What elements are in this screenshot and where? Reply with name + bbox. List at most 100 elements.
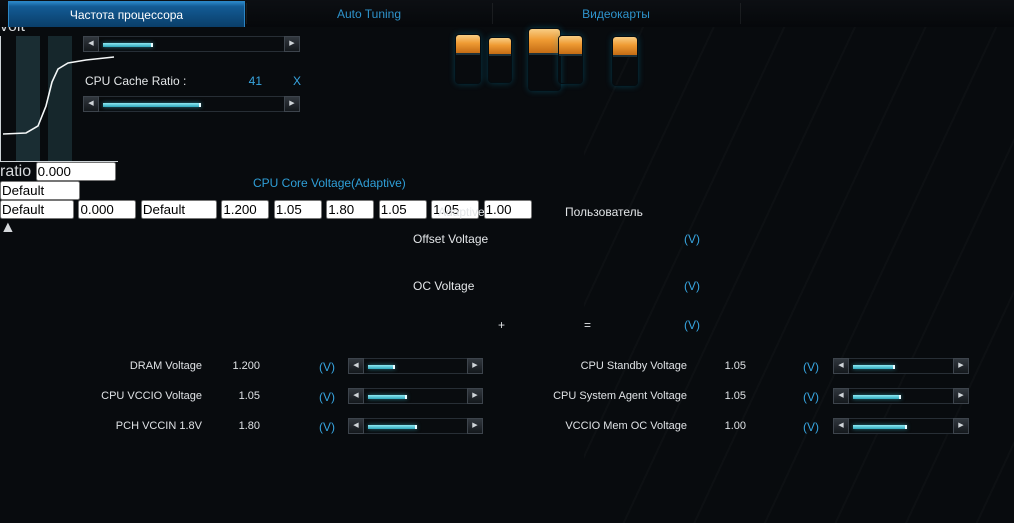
cache-ratio-unit: X	[293, 74, 302, 88]
voltage-current: 1.00	[724, 420, 746, 432]
voltage-current: 1.200	[232, 360, 260, 372]
oc-voltage-unit: (V)	[684, 279, 700, 293]
cpu-ratio-slider: ◀ ▶	[83, 36, 300, 52]
tab-cpu-frequency[interactable]: Частота процессора	[8, 1, 245, 27]
core-battery-icon	[612, 36, 638, 86]
offset-voltage-label: Offset Voltage	[413, 232, 489, 246]
tab-bar: Частота процессора Auto Tuning Видеокарт…	[0, 0, 1014, 27]
voltage-label: VCCIO Mem OC Voltage	[565, 420, 687, 432]
slider-right-arrow-icon[interactable]: ▶	[953, 388, 969, 404]
offset-voltage-input[interactable]	[35, 162, 116, 181]
manual-radio-label: Пользователь	[565, 205, 643, 219]
tab-separator	[246, 3, 247, 24]
formula-unit: (V)	[684, 318, 700, 332]
slider-left-arrow-icon[interactable]: ◀	[833, 418, 849, 434]
adaptive-radio-label: Adaptive	[438, 205, 485, 219]
cache-ratio-label: CPU Cache Ratio :	[85, 74, 187, 88]
voltage-unit: (V)	[803, 390, 819, 404]
core-battery-icon	[455, 34, 481, 84]
background-decor	[584, 0, 1014, 523]
voltage-input[interactable]	[221, 200, 270, 219]
slider-right-arrow-icon[interactable]: ▶	[284, 96, 300, 112]
voltage-label: PCH VCCIN 1.8V	[115, 420, 202, 432]
core-battery-icon	[558, 35, 583, 84]
voltage-ratio-graph	[0, 36, 118, 162]
slider-left-arrow-icon[interactable]: ◀	[833, 358, 849, 374]
slider-right-arrow-icon[interactable]: ▶	[467, 358, 483, 374]
slider-track[interactable]	[364, 418, 467, 434]
voltage-section-title: CPU Core Voltage(Adaptive)	[253, 176, 406, 190]
voltage-current: 1.05	[724, 390, 746, 402]
tab-auto-tuning[interactable]: Auto Tuning	[336, 7, 402, 21]
slider-track[interactable]	[99, 96, 284, 112]
voltage-slider: ◀ ▶	[348, 388, 483, 404]
voltage-current: 1.80	[238, 420, 260, 432]
voltage-unit: (V)	[803, 360, 819, 374]
slider-right-arrow-icon[interactable]: ▶	[467, 388, 483, 404]
voltage-label: DRAM Voltage	[129, 360, 202, 372]
offset-voltage-unit: (V)	[684, 232, 700, 246]
slider-left-arrow-icon[interactable]: ◀	[348, 418, 364, 434]
slider-track[interactable]	[364, 358, 467, 374]
slider-fill	[853, 395, 901, 399]
scroll-up-icon: ▲	[0, 219, 16, 236]
voltage-slider: ◀ ▶	[833, 358, 969, 374]
slider-right-arrow-icon[interactable]: ▶	[284, 36, 300, 52]
slider-fill	[853, 365, 895, 369]
voltage-slider: ◀ ▶	[833, 388, 969, 404]
slider-track[interactable]	[99, 36, 284, 52]
slider-left-arrow-icon[interactable]: ◀	[83, 96, 99, 112]
voltage-unit: (V)	[803, 420, 819, 434]
offset-amount-input[interactable]	[78, 200, 137, 219]
tab-graphics-cards[interactable]: Видеокарты	[582, 7, 650, 21]
oc-voltage-input[interactable]	[0, 181, 80, 200]
slider-fill	[368, 425, 418, 429]
voltage-unit: (V)	[319, 360, 335, 374]
voltage-slider: ◀ ▶	[348, 418, 483, 434]
tab-separator	[740, 3, 741, 24]
slider-fill	[103, 103, 202, 107]
tab-separator	[492, 3, 493, 24]
slider-track[interactable]	[849, 388, 953, 404]
slider-fill	[103, 43, 153, 47]
slider-right-arrow-icon[interactable]: ▶	[467, 418, 483, 434]
voltage-input[interactable]	[483, 200, 532, 219]
core-battery-icon	[488, 37, 512, 83]
voltage-unit: (V)	[319, 420, 335, 434]
slider-left-arrow-icon[interactable]: ◀	[833, 388, 849, 404]
oc-voltage-label: OC Voltage	[413, 279, 475, 293]
slider-left-arrow-icon[interactable]: ◀	[348, 388, 364, 404]
scrollbar-thumb[interactable]	[0, 237, 18, 523]
voltage-label: CPU System Agent Voltage	[553, 390, 687, 402]
voltage-input[interactable]	[326, 200, 375, 219]
cache-ratio-value: 41	[248, 74, 262, 88]
graph-x-label: ratio	[0, 163, 32, 180]
voltage-input[interactable]	[273, 200, 322, 219]
voltage-label: CPU VCCIO Voltage	[101, 390, 202, 402]
voltage-current: 1.05	[724, 360, 746, 372]
voltage-label: CPU Standby Voltage	[580, 360, 687, 372]
slider-right-arrow-icon[interactable]: ▶	[953, 418, 969, 434]
slider-track[interactable]	[364, 388, 467, 404]
voltage-current: 1.05	[238, 390, 260, 402]
slider-track[interactable]	[849, 358, 953, 374]
scroll-up-button[interactable]: ▲	[0, 219, 18, 237]
slider-fill	[368, 395, 408, 399]
slider-left-arrow-icon[interactable]: ◀	[83, 36, 99, 52]
slider-right-arrow-icon[interactable]: ▶	[953, 358, 969, 374]
slider-fill	[368, 365, 395, 369]
voltage-input[interactable]	[431, 200, 480, 219]
voltage-slider: ◀ ▶	[833, 418, 969, 434]
cache-ratio-slider: ◀ ▶	[83, 96, 300, 112]
equals-sign: =	[584, 318, 592, 332]
slider-fill	[853, 425, 908, 429]
slider-track[interactable]	[849, 418, 953, 434]
base-voltage-input[interactable]	[0, 200, 74, 219]
voltage-input[interactable]	[378, 200, 427, 219]
slider-left-arrow-icon[interactable]: ◀	[348, 358, 364, 374]
voltage-slider: ◀ ▶	[348, 358, 483, 374]
core-battery-icon	[528, 28, 561, 91]
scrollbar: ▲ ▼	[0, 219, 18, 523]
result-voltage-input[interactable]	[140, 200, 217, 219]
